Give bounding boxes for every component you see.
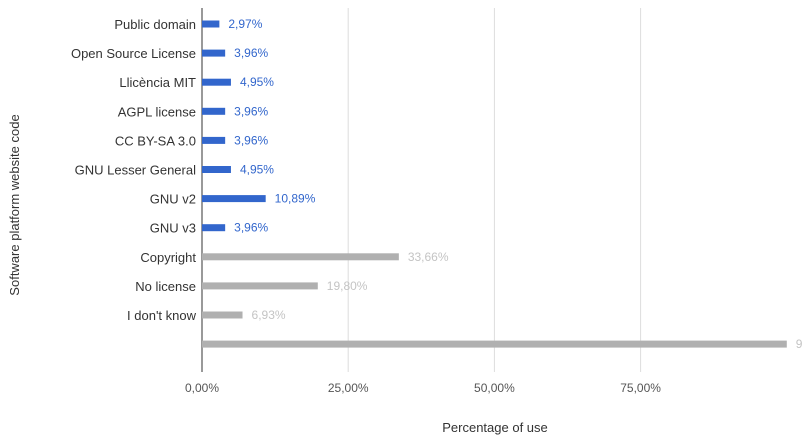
category-label: No license (135, 279, 196, 294)
value-labels: 2,97% 3,96% 4,95% 3,96% 3,96% 4,95% 10,89% 3,96… (228, 17, 802, 351)
x-tick-label: 0,00% (185, 381, 219, 395)
category-labels: Public domain Open Source License Llicènci… (71, 17, 197, 323)
category-label: AGPL license (118, 104, 196, 119)
bar (202, 340, 787, 348)
category-label: GNU v2 (150, 192, 196, 207)
category-label: Open Source License (71, 46, 196, 61)
y-axis-title: Software platform website code (7, 114, 22, 295)
bar (202, 224, 226, 232)
bars (202, 20, 787, 348)
category-label: CC BY-SA 3.0 (115, 133, 196, 148)
value-label: 3,96% (234, 104, 268, 118)
category-label: GNU Lesser General (75, 163, 196, 178)
bar (202, 166, 231, 173)
bar (202, 78, 231, 86)
value-label: 6,93% (252, 308, 286, 322)
category-label: I don't know (127, 308, 197, 323)
value-label: 33,66% (408, 250, 449, 264)
category-label: GNU v3 (150, 221, 196, 236)
value-label: 3,96% (234, 221, 268, 235)
bar (202, 20, 220, 28)
category-label: Public domain (114, 17, 196, 32)
value-label: 9 (796, 337, 803, 351)
x-axis-title: Percentage of use (442, 420, 548, 435)
value-label: 3,96% (234, 133, 268, 147)
value-label: 4,95% (240, 75, 274, 89)
bar (202, 282, 318, 290)
bar (202, 107, 226, 115)
category-label: Llicència MIT (119, 75, 196, 90)
bar (202, 49, 226, 57)
value-label: 10,89% (275, 192, 316, 206)
bar (202, 311, 243, 319)
bar (202, 253, 399, 261)
value-label: 4,95% (240, 163, 274, 177)
x-tick-label: 50,00% (474, 381, 515, 395)
gridlines (201, 8, 642, 372)
value-label: 3,96% (234, 46, 268, 60)
x-tick-labels: 0,00% 25,00% 50,00% 75,00% (185, 381, 661, 395)
value-label: 19,80% (327, 279, 368, 293)
x-tick-label: 75,00% (620, 381, 661, 395)
category-label: Copyright (140, 250, 196, 265)
bar (202, 136, 226, 144)
value-label: 2,97% (228, 17, 262, 31)
x-tick-label: 25,00% (328, 381, 369, 395)
bar (202, 195, 266, 203)
